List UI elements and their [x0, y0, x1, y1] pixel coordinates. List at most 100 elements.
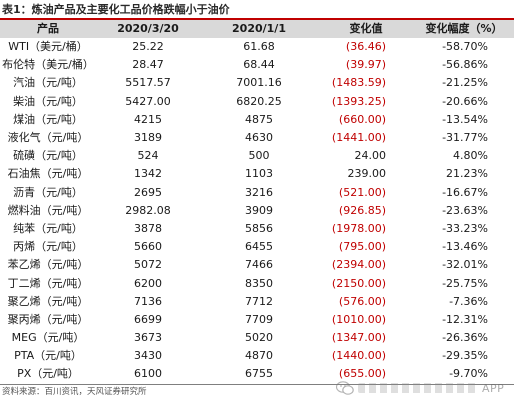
product-name: 汽油（元/吨）	[13, 76, 83, 90]
table-row: PX（元/吨） 6100 6755 (655.00) -9.70%	[0, 365, 514, 385]
change-value: 239.00	[347, 167, 387, 181]
change-value: (1978.00)	[331, 221, 386, 235]
product-name: 丙烯（元/吨）	[13, 240, 83, 254]
product-name: 煤油（元/吨）	[13, 112, 83, 126]
change-value: (2150.00)	[331, 276, 386, 290]
table-caption: 表1：炼油产品及主要化工品价格跌幅小于油价	[2, 3, 230, 16]
price-2020-01-01: 3216	[245, 185, 273, 199]
change-percent: -33.23%	[442, 221, 488, 235]
price-2020-01-01: 5856	[245, 221, 273, 235]
change-percent: -23.63%	[442, 203, 488, 217]
price-2020-01-01: 68.44	[243, 58, 275, 72]
table-row: 苯乙烯（元/吨） 5072 7466 (2394.00) -32.01%	[0, 256, 514, 274]
price-2020-03-20: 2982.08	[125, 203, 171, 217]
change-percent: -56.86%	[442, 58, 488, 72]
price-2020-03-20: 6100	[96, 365, 200, 385]
product-name: 丁二烯（元/吨）	[7, 276, 89, 290]
product-name: WTI（美元/桶）	[8, 40, 88, 54]
table-row: 聚乙烯（元/吨） 7136 7712 (576.00) -7.36%	[0, 293, 514, 311]
product-name: 沥青（元/吨）	[13, 185, 83, 199]
price-2020-03-20: 6200	[134, 276, 162, 290]
change-percent: -20.66%	[442, 94, 488, 108]
table-header-row: 产品 2020/3/20 2020/1/1 变化值 变化幅度（%）	[0, 20, 514, 38]
table-row: 布伦特（美元/桶） 28.47 68.44 (39.97) -56.86%	[0, 56, 514, 74]
change-percent: -29.35%	[442, 349, 488, 363]
change-value: (1441.00)	[331, 131, 386, 145]
table-row: 沥青（元/吨） 2695 3216 (521.00) -16.67%	[0, 184, 514, 202]
change-value: (660.00)	[338, 112, 386, 126]
price-2020-03-20: 5517.57	[125, 76, 171, 90]
price-2020-03-20: 3878	[134, 221, 162, 235]
price-2020-03-20: 1342	[134, 167, 162, 181]
product-name: 石油焦（元/吨）	[7, 167, 89, 181]
change-value: (1483.59)	[331, 76, 386, 90]
product-name: 柴油（元/吨）	[13, 94, 83, 108]
price-2020-03-20: 28.47	[132, 58, 164, 72]
change-value: (576.00)	[338, 294, 386, 308]
header-date-2020-03-20: 2020/3/20	[96, 20, 200, 38]
change-percent: -13.46%	[442, 240, 488, 254]
table-row: 燃料油（元/吨） 2982.08 3909 (926.85) -23.63%	[0, 202, 514, 220]
price-2020-01-01: 7709	[245, 312, 273, 326]
product-name: MEG（元/吨）	[11, 331, 85, 345]
price-2020-01-01: 3909	[245, 203, 273, 217]
price-2020-01-01: 4630	[245, 131, 273, 145]
product-name: 燃料油（元/吨）	[7, 203, 89, 217]
change-percent: -31.77%	[442, 131, 488, 145]
product-name: 聚乙烯（元/吨）	[7, 294, 89, 308]
table-row: WTI（美元/桶） 25.22 61.68 (36.46) -58.70%	[0, 38, 514, 56]
watermark-text: APP	[482, 381, 505, 395]
change-value: (1347.00)	[331, 331, 386, 345]
header-product: 产品	[0, 20, 96, 38]
watermark-blur	[358, 383, 476, 393]
table-row: 汽油（元/吨） 5517.57 7001.16 (1483.59) -21.25%	[0, 74, 514, 92]
change-percent: -7.36%	[449, 294, 488, 308]
price-2020-03-20: 25.22	[132, 40, 164, 54]
price-2020-03-20: 6699	[134, 312, 162, 326]
price-2020-03-20: 2695	[134, 185, 162, 199]
wechat-icon	[336, 381, 354, 395]
change-value: (655.00)	[318, 365, 414, 385]
price-2020-01-01: 8350	[245, 276, 273, 290]
product-name: 聚丙烯（元/吨）	[7, 312, 89, 326]
product-name: 硫磺（元/吨）	[13, 149, 83, 163]
table-row: MEG（元/吨） 3673 5020 (1347.00) -26.36%	[0, 329, 514, 347]
change-value: (795.00)	[338, 240, 386, 254]
change-value: (36.46)	[345, 40, 386, 54]
price-2020-01-01: 500	[248, 149, 270, 163]
price-2020-03-20: 524	[137, 149, 159, 163]
price-table: 产品 2020/3/20 2020/1/1 变化值 变化幅度（%） WTI（美元…	[0, 20, 514, 385]
price-2020-03-20: 7136	[134, 294, 162, 308]
price-2020-03-20: 5660	[134, 240, 162, 254]
price-2020-01-01: 6820.25	[236, 94, 282, 108]
price-2020-01-01: 4875	[245, 112, 273, 126]
price-2020-01-01: 1103	[245, 167, 273, 181]
header-change-value: 变化值	[318, 20, 414, 38]
price-2020-01-01: 6455	[245, 240, 273, 254]
product-name: 布伦特（美元/桶）	[2, 58, 94, 72]
price-2020-03-20: 3673	[134, 331, 162, 345]
change-percent: -9.70%	[414, 365, 514, 385]
change-value: (1393.25)	[331, 94, 386, 108]
change-percent: 4.80%	[453, 149, 488, 163]
price-2020-01-01: 6755	[200, 365, 318, 385]
price-2020-03-20: 3430	[134, 349, 162, 363]
change-percent: -25.75%	[442, 276, 488, 290]
price-2020-03-20: 3189	[134, 131, 162, 145]
price-2020-01-01: 7001.16	[236, 76, 282, 90]
product-name: PTA（元/吨）	[14, 349, 82, 363]
change-percent: -21.25%	[442, 76, 488, 90]
change-percent: -32.01%	[442, 258, 488, 272]
product-name: 苯乙烯（元/吨）	[7, 258, 89, 272]
header-change-percent: 变化幅度（%）	[414, 20, 514, 38]
table-body: WTI（美元/桶） 25.22 61.68 (36.46) -58.70% 布伦特（美元/…	[0, 38, 514, 385]
product-name: 液化气（元/吨）	[7, 131, 89, 145]
price-2020-01-01: 7466	[245, 258, 273, 272]
watermark: APP	[336, 378, 512, 398]
table-row: 纯苯（元/吨） 3878 5856 (1978.00) -33.23%	[0, 220, 514, 238]
price-2020-01-01: 5020	[245, 331, 273, 345]
source-note: 资料来源：百川资讯，天风证券研究所	[2, 387, 147, 397]
change-value: (926.85)	[338, 203, 386, 217]
price-2020-01-01: 7712	[245, 294, 273, 308]
table-row: 柴油（元/吨） 5427.00 6820.25 (1393.25) -20.66%	[0, 93, 514, 111]
